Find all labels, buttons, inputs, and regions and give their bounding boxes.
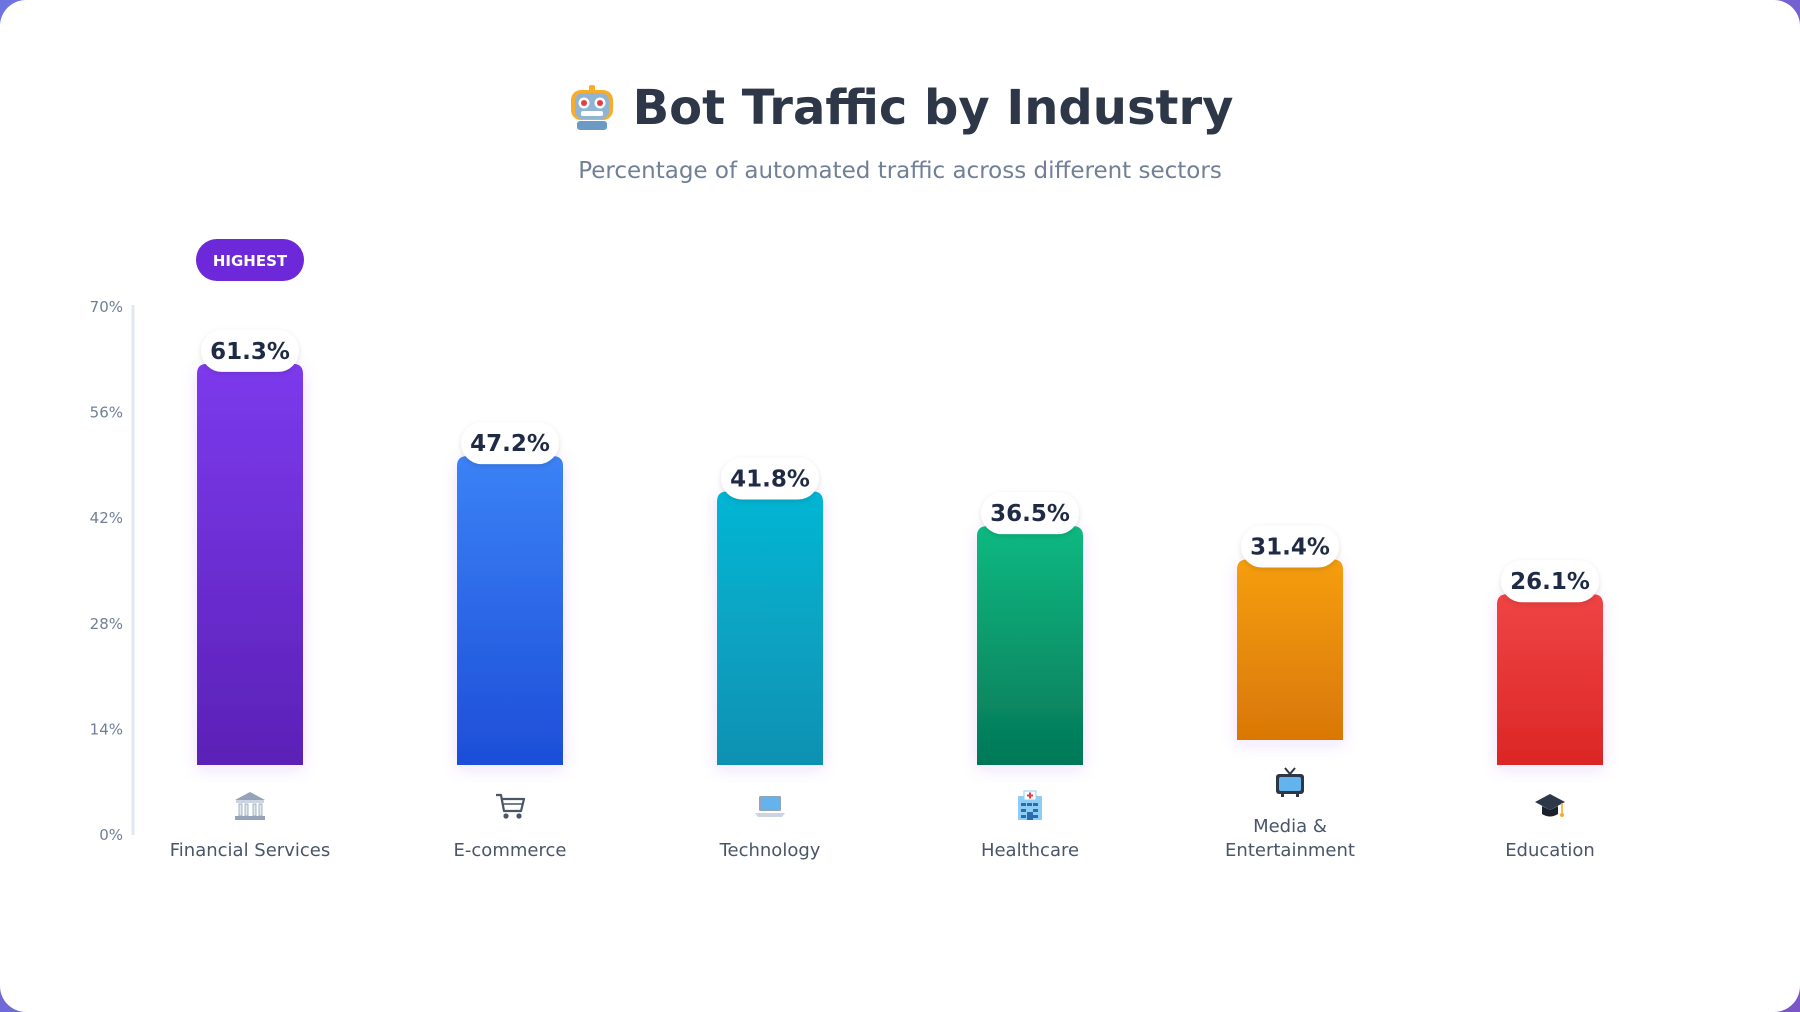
category-label: Media &: [1253, 816, 1327, 837]
y-tick-label: 56%: [90, 404, 123, 422]
category-label: Healthcare: [981, 840, 1079, 861]
value-label: 31.4%: [1250, 535, 1330, 561]
value-label: 41.8%: [730, 467, 810, 493]
bank-icon: [235, 792, 265, 820]
value-label-pill: [461, 422, 559, 465]
value-label-pill: [721, 457, 819, 500]
highest-badge: [196, 239, 304, 281]
bar-group[interactable]: 26.1% Education: [1497, 560, 1603, 861]
page-title: Bot Traffic by Industry: [632, 80, 1234, 136]
shopping-cart-icon: [496, 793, 526, 819]
value-label-pill: [201, 329, 299, 372]
y-tick-label: 42%: [90, 509, 123, 527]
y-axis-ticks: 0% 14% 28% 42% 56% 70%: [90, 298, 123, 844]
value-label-pill: [1501, 560, 1599, 603]
value-label: 61.3%: [210, 339, 290, 365]
television-icon: [1276, 767, 1304, 797]
category-label: Financial Services: [170, 840, 330, 861]
bar-group[interactable]: 41.8% Technology: [717, 457, 823, 861]
highest-badge-label: HIGHEST: [213, 252, 288, 270]
bar[interactable]: [977, 526, 1083, 765]
category-label: Education: [1505, 840, 1595, 861]
value-label-pill: [1241, 525, 1339, 568]
value-label: 47.2%: [470, 431, 550, 457]
bar-group[interactable]: 47.2% E-commerce: [454, 422, 567, 861]
y-tick-label: 28%: [90, 615, 123, 633]
value-label-pill: [981, 492, 1079, 535]
laptop-icon: [755, 796, 785, 817]
category-label: E-commerce: [454, 840, 567, 861]
y-tick-label: 14%: [90, 720, 123, 738]
y-tick-label: 70%: [90, 298, 123, 316]
page-subtitle: Percentage of automated traffic across d…: [578, 158, 1222, 184]
bars-group: 61.3% HIGHEST Financial Services 47.2% E-com…: [170, 239, 1603, 861]
title-row: Bot Traffic by Industry: [0, 80, 1800, 136]
bar-group[interactable]: 31.4% Media & Entertainment: [1225, 525, 1355, 861]
bar[interactable]: [457, 456, 563, 765]
value-label: 26.1%: [1510, 569, 1590, 595]
bar-group[interactable]: 61.3% HIGHEST Financial Services: [170, 239, 330, 861]
bar-group[interactable]: 36.5% Healthcare: [977, 492, 1083, 861]
bar[interactable]: [1237, 559, 1343, 740]
y-tick-label: 0%: [99, 826, 123, 844]
robot-icon: [570, 85, 613, 130]
hospital-icon: [1018, 790, 1042, 820]
value-label: 36.5%: [990, 501, 1070, 527]
graduation-cap-icon: [1535, 794, 1565, 817]
bar[interactable]: [717, 491, 823, 765]
category-label: Entertainment: [1225, 840, 1355, 861]
bar[interactable]: [197, 363, 303, 765]
category-label: Technology: [719, 840, 821, 861]
bar[interactable]: [1497, 594, 1603, 765]
